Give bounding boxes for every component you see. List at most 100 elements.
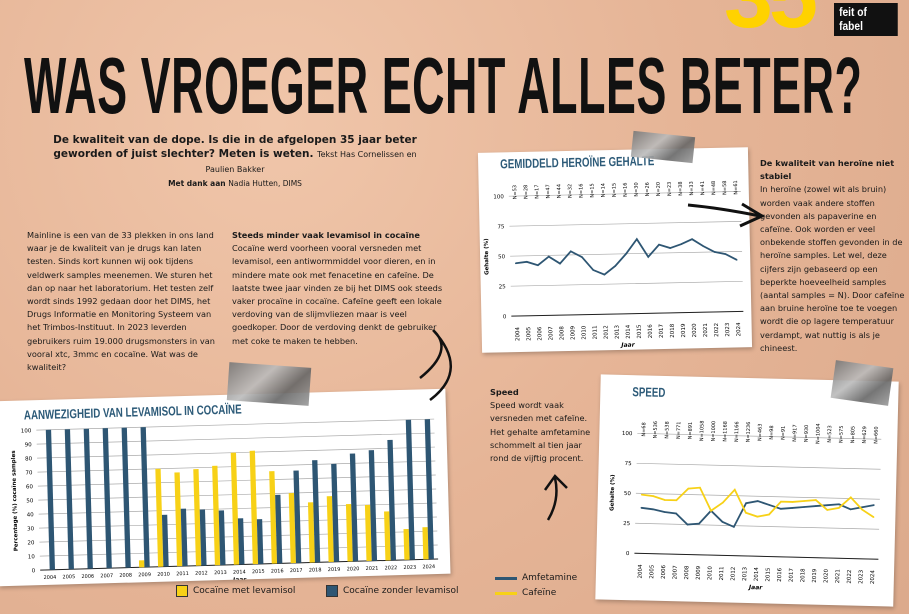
x-tick-label: 2023 [725, 322, 731, 337]
y-tick-label: 100 [622, 431, 633, 437]
legend-item: Cafeïne [495, 588, 556, 598]
data-point [652, 508, 654, 511]
x-tick-label: 2008 [119, 573, 132, 579]
data-point [698, 522, 700, 525]
bar-with-levamisol [174, 472, 183, 567]
n-label: N=1168 [722, 421, 729, 442]
n-label: N=917 [792, 424, 798, 442]
data-point [581, 256, 583, 258]
bar-with-levamisol [307, 502, 315, 563]
heroin-chart: GEMIDDELD HEROÏNE GEHALTE 0 25 50 75 100 2004… [477, 147, 753, 353]
bar-without-levamisol [275, 494, 283, 564]
x-tick-label: 2008 [559, 326, 565, 341]
data-point [713, 251, 716, 253]
n-label: N=536 [653, 421, 659, 439]
data-point [652, 495, 655, 497]
data-point [675, 499, 678, 502]
bar-with-levamisol [384, 511, 391, 561]
gridline [637, 432, 882, 440]
gridline [635, 492, 880, 500]
bar-without-levamisol [293, 470, 302, 563]
y-tick-label: 10 [28, 554, 36, 560]
data-point [815, 499, 817, 501]
x-tick-label: 2013 [214, 570, 227, 576]
y-tick-label: 25 [499, 284, 507, 290]
n-label: N=538 [664, 421, 670, 439]
intro-column: Mainline is een van de 33 plekken in ons… [27, 230, 215, 373]
bar-without-levamisol [349, 453, 359, 562]
x-tick-label: 2006 [81, 574, 94, 580]
x-tick-label: 2022 [384, 565, 397, 571]
data-point [663, 511, 666, 513]
n-label: N=629 [862, 426, 868, 444]
y-tick-label: 25 [623, 521, 631, 527]
data-point [569, 250, 572, 253]
n-label: N=16 [623, 183, 629, 197]
x-tick-label: 2018 [670, 323, 676, 338]
x-tick-label: 2020 [692, 323, 698, 338]
bar-without-levamisol [64, 429, 74, 570]
bar-with-levamisol [193, 469, 202, 566]
x-tick-label: 2017 [290, 568, 303, 574]
data-point [861, 506, 863, 509]
x-tick-label: 2010 [157, 571, 170, 577]
bar-without-levamisol [424, 419, 434, 560]
x-tick-label: 2024 [870, 570, 876, 585]
x-tick-label: 2005 [649, 564, 655, 579]
bar-with-levamisol [403, 529, 410, 560]
n-label: N=91 [780, 426, 786, 440]
x-tick-label: 2007 [100, 573, 113, 579]
x-tick-label: 2010 [581, 325, 587, 340]
x-tick-label: 2015 [765, 567, 771, 582]
y-tick-label: 90 [25, 442, 33, 448]
levamisol-heading: Steeds minder vaak levamisol in cocaïne [232, 230, 420, 240]
data-point [803, 500, 806, 502]
n-label: N=1004 [815, 423, 822, 444]
x-tick-label: 2014 [233, 569, 246, 575]
x-tick-label: 2011 [592, 325, 598, 339]
legend-line [495, 576, 517, 580]
speed-heading: Speed [490, 387, 519, 397]
x-tick-label: 2010 [707, 566, 713, 581]
legend-label: Cocaïne met levamisol [193, 586, 296, 596]
n-label: N=68 [641, 422, 647, 436]
x-tick-label: 2009 [696, 565, 702, 580]
n-label: N=61 [733, 180, 739, 194]
x-axis [511, 310, 744, 317]
n-label: N=38 [678, 181, 684, 195]
x-tick-label: 2008 [684, 565, 690, 580]
n-label: N=58 [722, 180, 728, 194]
n-label: N=30 [634, 182, 640, 196]
x-tick-label: 2016 [271, 568, 284, 574]
data-point [756, 500, 759, 502]
y-tick-label: 0 [503, 314, 507, 320]
data-point [733, 488, 736, 491]
x-tick-label: 2016 [648, 324, 654, 339]
data-point [849, 508, 852, 511]
data-point [710, 509, 712, 512]
x-tick-label: 2018 [800, 568, 806, 583]
legend-label: Cocaïne zonder levamisol [343, 586, 459, 596]
chart-plot: 0 25 50 75 100 2004 2005 2006 2007 2008 2009 2010 20… [484, 180, 744, 349]
speed-column: Speed Speed wordt vaak versneden met cafe… [490, 386, 594, 465]
legend-swatch [176, 585, 188, 597]
n-label: N=48 [711, 181, 717, 195]
legend-line [495, 591, 517, 595]
bar-with-levamisol [155, 468, 164, 567]
n-label: N=16 [578, 183, 584, 197]
bar-without-levamisol [161, 514, 169, 567]
data-point [687, 487, 690, 490]
n-label: N=17 [534, 184, 540, 198]
data-point [722, 501, 724, 504]
data-point [850, 496, 852, 499]
x-tick-label: 2004 [515, 326, 521, 341]
bar-with-levamisol [212, 465, 221, 566]
y-tick-label: 75 [497, 224, 505, 230]
bar-without-levamisol [237, 518, 245, 565]
gridline [635, 522, 880, 530]
x-tick-label: 2014 [754, 567, 760, 582]
bar-without-levamisol [180, 508, 188, 567]
legend-item: Amfetamine [495, 573, 577, 583]
data-point [547, 255, 550, 258]
x-tick-label: 2016 [777, 567, 783, 582]
